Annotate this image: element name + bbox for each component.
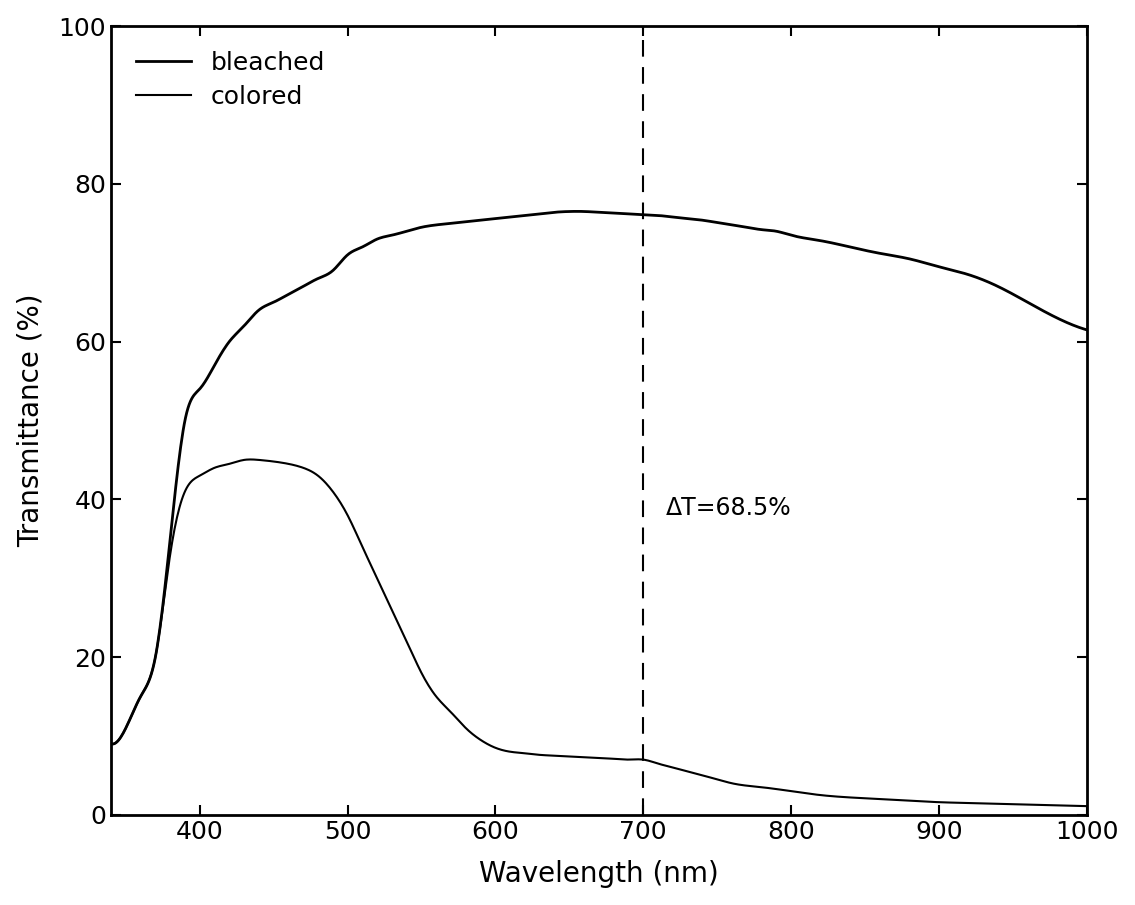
- X-axis label: Wavelength (nm): Wavelength (nm): [479, 861, 718, 889]
- Text: ΔT=68.5%: ΔT=68.5%: [665, 496, 791, 520]
- bleached: [104, 738, 118, 749]
- colored: [104, 738, 118, 749]
- bleached: [699, 215, 713, 226]
- bleached: [947, 265, 960, 276]
- colored: [945, 797, 959, 808]
- Line: bleached: bleached: [111, 212, 1086, 744]
- bleached: [571, 206, 585, 217]
- Line: colored: colored: [111, 460, 1086, 806]
- colored: [698, 770, 712, 781]
- colored: [243, 454, 257, 465]
- bleached: [1079, 324, 1093, 335]
- colored: [165, 545, 178, 556]
- bleached: [847, 243, 860, 253]
- colored: [846, 792, 859, 803]
- bleached: [673, 213, 687, 224]
- bleached: [166, 515, 179, 526]
- colored: [672, 764, 686, 775]
- bleached: [106, 738, 119, 749]
- Legend: bleached, colored: bleached, colored: [124, 39, 338, 121]
- Y-axis label: Transmittance (%): Transmittance (%): [17, 294, 44, 548]
- colored: [726, 778, 740, 789]
- bleached: [729, 220, 742, 231]
- colored: [1079, 801, 1093, 812]
